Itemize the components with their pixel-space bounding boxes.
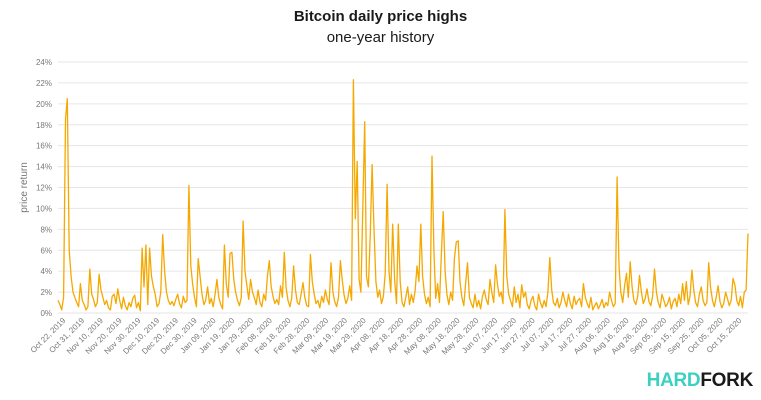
y-tick-label: 10%	[36, 204, 52, 213]
y-tick-label: 16%	[36, 142, 52, 151]
y-tick-label: 2%	[40, 288, 52, 297]
chart-title: Bitcoin daily price highs	[293, 8, 468, 25]
y-tick-label: 14%	[36, 163, 52, 172]
y-tick-label: 0%	[40, 309, 52, 318]
y-tick-label: 4%	[40, 267, 52, 276]
y-axis-label: price return	[19, 162, 30, 213]
y-tick-label: 12%	[36, 184, 52, 193]
y-tick-label: 6%	[40, 246, 52, 255]
logo-part-fork: FORK	[700, 370, 753, 391]
chart-subtitle: one-year history	[326, 29, 435, 46]
y-tick-label: 22%	[36, 79, 52, 88]
series-line	[57, 79, 749, 312]
hardfork-logo: HARDFORK	[646, 370, 754, 392]
y-tick-label: 20%	[36, 100, 52, 109]
y-tick-label: 8%	[40, 225, 52, 234]
logo-part-hard: HARD	[646, 370, 701, 391]
y-tick-label: 24%	[36, 58, 52, 67]
y-axis-ticks: 0% 2% 4% 6% 8% 10% 12% 14% 16% 18% 20% 22% 24%	[36, 58, 52, 318]
y-tick-label: 18%	[36, 121, 52, 130]
